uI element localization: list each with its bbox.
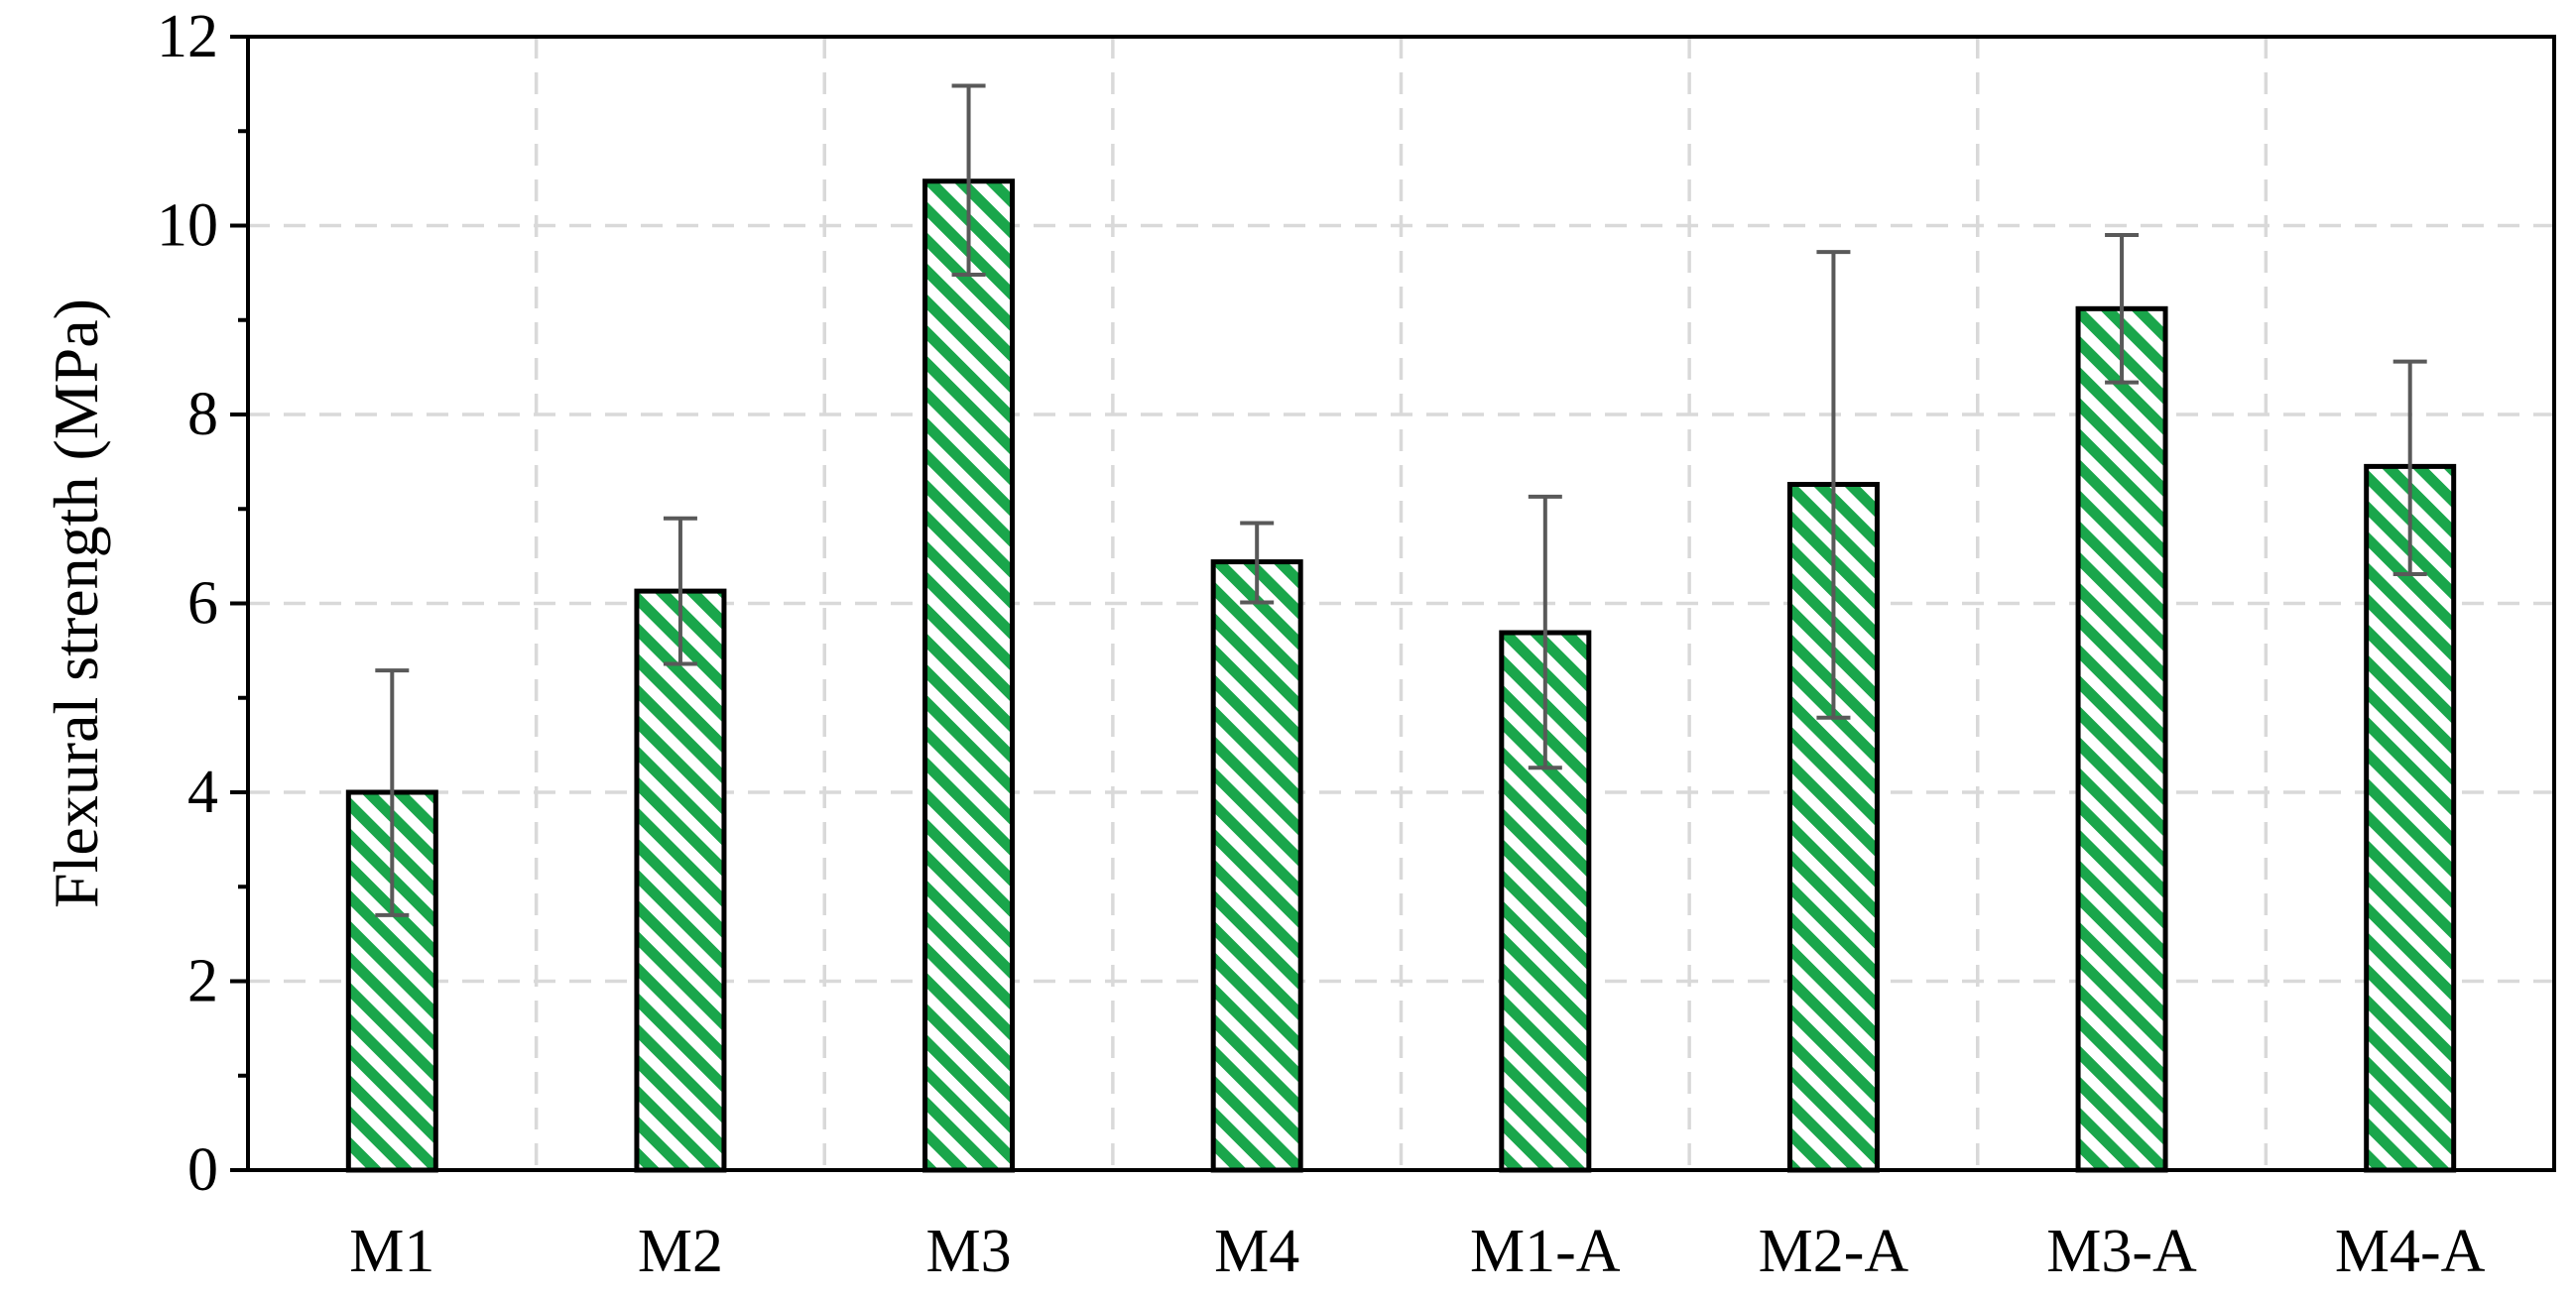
bar-m3-a	[2075, 305, 2168, 1173]
y-tick-label: 10	[157, 192, 218, 260]
x-category-label: M1-A	[1470, 1218, 1621, 1285]
x-category-label: M2-A	[1759, 1218, 1909, 1285]
y-axis-ticks	[230, 35, 248, 1172]
x-category-label: M4	[1214, 1218, 1299, 1285]
y-tick-label: 6	[187, 570, 218, 638]
error-bars	[375, 83, 2427, 917]
gridlines	[248, 37, 2554, 1170]
axis-labels: 0 2 4 6 8 10 12 M1 M2 M3 M4 M1-A M2-A M3-A M4-A	[157, 3, 2486, 1285]
y-tick-label: 4	[187, 759, 218, 826]
x-category-label: M1	[349, 1218, 434, 1285]
bar-m2	[634, 588, 727, 1173]
x-category-label: M3-A	[2046, 1218, 2197, 1285]
y-tick-label: 8	[187, 381, 218, 448]
bars	[345, 178, 2457, 1173]
bar-m3	[922, 178, 1016, 1173]
y-axis-title: Flexural strength (MPa)	[41, 298, 111, 908]
y-tick-label: 0	[187, 1136, 218, 1204]
x-category-label: M2	[638, 1218, 723, 1285]
bar-m4	[1210, 559, 1303, 1173]
y-tick-label: 12	[157, 3, 218, 70]
x-category-label: M3	[925, 1218, 1011, 1285]
x-category-label: M4-A	[2335, 1218, 2486, 1285]
y-tick-label: 2	[187, 948, 218, 1015]
